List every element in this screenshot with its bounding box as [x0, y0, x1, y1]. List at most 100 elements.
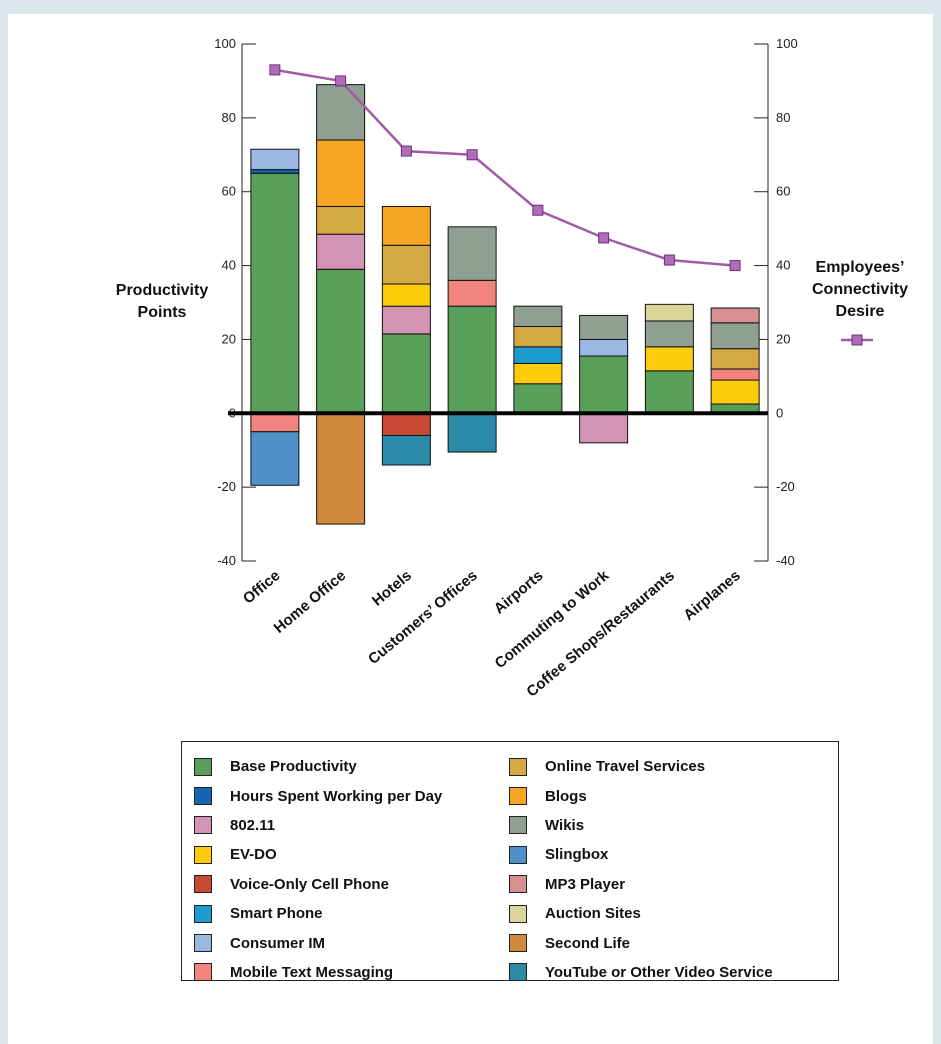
legend-item-mp3-player: MP3 Player: [509, 870, 773, 899]
legend-swatch: [194, 963, 212, 982]
legend-swatch: [509, 904, 527, 923]
legend-swatch: [509, 845, 527, 864]
bar-base-productivity-commuting-to-work: [579, 355, 629, 414]
bar-hours-spent-working-per-day-office: [250, 169, 300, 174]
legend-label: YouTube or Other Video Service: [545, 963, 773, 981]
legend-column-left: Base Productivity Hours Spent Working per…: [194, 752, 442, 987]
bar-blogs-home-office: [316, 139, 366, 207]
y-axis-right-tick-label: 60: [776, 184, 790, 199]
y-axis-left-tick-label: 80: [222, 110, 236, 125]
legend-item-mobile-text-messaging: Mobile Text Messaging: [194, 958, 442, 987]
connectivity-desire-point-commuting-to-work: [598, 232, 610, 244]
x-axis-label-customers-offices: Customers’ Offices: [365, 567, 481, 668]
bar-ev-do-hotels: [381, 283, 431, 307]
bar-smart-phone-airports: [513, 346, 563, 364]
legend-label: EV-DO: [230, 846, 277, 864]
connectivity-desire-point-airplanes: [729, 260, 741, 272]
legend-item-wikis: Wikis: [509, 811, 773, 840]
legend-label: Wikis: [545, 816, 585, 834]
connectivity-desire-line: [274, 68, 736, 267]
bar-online-travel-services-hotels: [381, 244, 431, 285]
y-axis-right-tick-label: 80: [776, 110, 790, 125]
y-axis-left-tick-label: 100: [214, 36, 236, 51]
legend-label: Second Life: [545, 934, 631, 952]
legend-item-consumer-im: Consumer IM: [194, 928, 442, 957]
legend-label: Base Productivity: [230, 758, 357, 776]
legend-label: Voice-Only Cell Phone: [230, 875, 389, 893]
bar-base-productivity-office: [250, 172, 300, 414]
bar-consumer-im-office: [250, 148, 300, 171]
bar-base-productivity-coffee-shops-restaurants: [644, 370, 694, 414]
legend-label: Hours Spent Working per Day: [230, 787, 443, 805]
legend-item-smart-phone: Smart Phone: [194, 899, 442, 928]
legend-swatch: [509, 757, 527, 776]
legend-swatch: [194, 845, 212, 864]
legend-swatch: [194, 787, 212, 806]
legend-swatch: [194, 904, 212, 923]
legend-swatch: [509, 963, 527, 982]
y-axis-left-tick-label: -40: [217, 553, 236, 568]
connectivity-desire-point-customers-offices: [466, 149, 478, 161]
legend-label: 802.11: [230, 816, 276, 834]
legend-item-youtube-or-other-video-service: YouTube or Other Video Service: [509, 958, 773, 987]
y-axis-left-title: Productivity Points: [115, 282, 209, 321]
bar-wikis-home-office: [316, 84, 366, 141]
bar-wikis-commuting-to-work: [579, 314, 629, 340]
connectivity-line-legend-icon: [841, 334, 873, 346]
legend-label: Mobile Text Messaging: [230, 963, 394, 981]
legend-item-base-productivity: Base Productivity: [194, 752, 442, 781]
bar-wikis-airplanes: [710, 322, 760, 350]
bar-wikis-coffee-shops-restaurants: [644, 320, 694, 348]
bar-base-productivity-airports: [513, 383, 563, 414]
legend-label: Online Travel Services: [545, 758, 706, 776]
legend-item-blogs: Blogs: [509, 781, 773, 810]
bar-wikis-airports: [513, 305, 563, 328]
y-axis-right-tick-label: -40: [776, 553, 795, 568]
legend-swatch: [194, 757, 212, 776]
x-axis-label-commuting-to-work: Commuting to Work: [492, 567, 613, 672]
bar-negative-second-life-home-office: [316, 412, 366, 525]
legend-item-slingbox: Slingbox: [509, 840, 773, 869]
y-axis-right-tick-label: 20: [776, 331, 790, 346]
legend-swatch: [194, 875, 212, 894]
bar-mobile-text-messaging-customers-offices: [447, 279, 497, 307]
legend-label: Auction Sites: [545, 905, 641, 923]
y-axis-left-tick-label: -20: [217, 479, 236, 494]
x-axis-label-home-office: Home Office: [271, 567, 350, 637]
bar-consumer-im-commuting-to-work: [579, 338, 629, 357]
legend-item-voice-only-cell-phone: Voice-Only Cell Phone: [194, 870, 442, 899]
bar-negative-mobile-text-messaging-office: [250, 412, 300, 433]
y-axis-right-tick-label: 40: [776, 258, 790, 273]
bar-base-productivity-home-office: [316, 268, 366, 414]
bar-ev-do-coffee-shops-restaurants: [644, 346, 694, 372]
bar-802-11-home-office: [316, 233, 366, 270]
legend-swatch: [194, 934, 212, 953]
bar-online-travel-services-home-office: [316, 205, 366, 235]
legend-label: Smart Phone: [230, 905, 323, 923]
x-axis-label-office: Office: [240, 567, 283, 607]
bar-negative-voice-only-cell-phone-hotels: [381, 412, 431, 436]
legend-label: MP3 Player: [545, 875, 626, 893]
legend-label: Slingbox: [545, 846, 609, 864]
legend-item-auction-sites: Auction Sites: [509, 899, 773, 928]
bar-ev-do-airports: [513, 362, 563, 385]
legend-item-802-11: 802.11: [194, 811, 442, 840]
bar-online-travel-services-airplanes: [710, 348, 760, 370]
bar-wikis-customers-offices: [447, 226, 497, 281]
connectivity-desire-point-home-office: [335, 75, 347, 87]
legend-swatch: [509, 787, 527, 806]
bar-negative-youtube-or-other-video-service-customers-offices: [447, 412, 497, 453]
bar-ev-do-airplanes: [710, 379, 760, 405]
x-axis-label-airplanes: Airplanes: [680, 567, 743, 624]
bar-base-productivity-customers-offices: [447, 305, 497, 414]
y-axis-right-title: Employees’ Connectivity Desire: [811, 259, 908, 320]
bar-mobile-text-messaging-airplanes: [710, 368, 760, 381]
bar-negative-youtube-or-other-video-service-hotels: [381, 434, 431, 466]
connectivity-desire-point-office: [269, 64, 281, 76]
y-axis-left-tick-label: 40: [222, 258, 236, 273]
y-axis-right-tick-label: -20: [776, 479, 795, 494]
y-axis-right-tick-label: 0: [776, 405, 783, 420]
bar-online-travel-services-airports: [513, 326, 563, 348]
